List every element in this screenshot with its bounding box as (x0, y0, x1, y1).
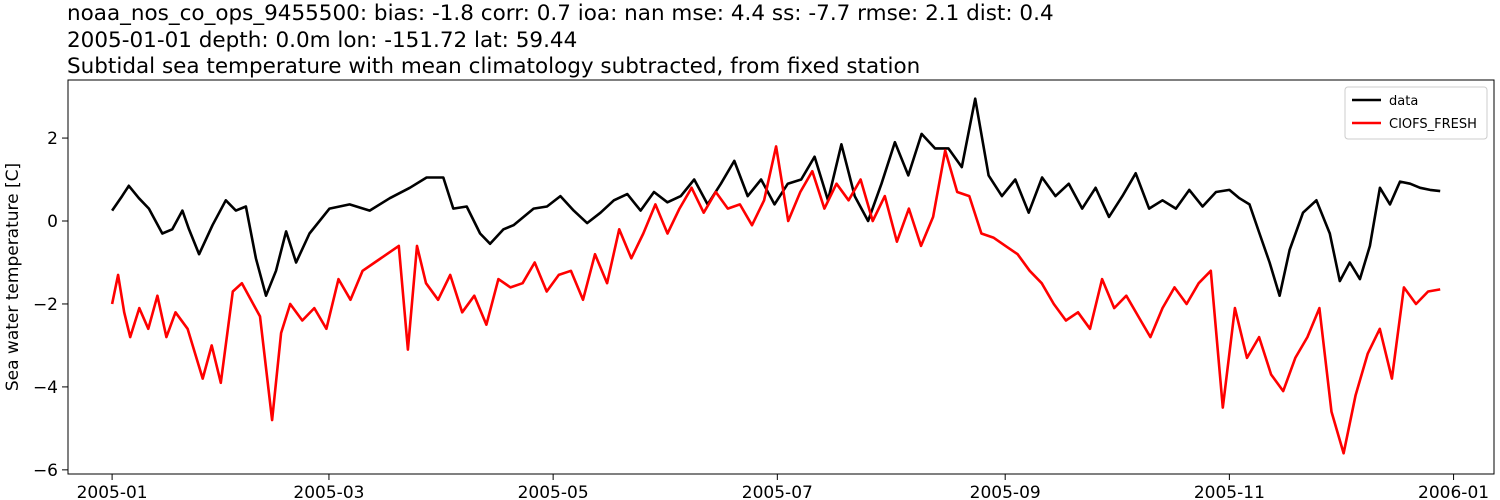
title-line-stats: noaa_nos_co_ops_9455500: bias: -1.8 corr… (67, 1, 1054, 26)
series-layer (110, 97, 1441, 455)
y-tick-label: −6 (33, 461, 58, 481)
y-tick-label: −4 (33, 378, 58, 398)
legend-label: CIOFS_FRESH (1389, 117, 1477, 132)
legend: data CIOFS_FRESH (1344, 86, 1488, 140)
legend-label: data (1389, 94, 1418, 109)
x-tick-label: 2005-07 (742, 483, 813, 500)
y-tick-label: 2 (47, 129, 58, 149)
y-tick-label: −2 (33, 295, 58, 315)
x-tick-label: 2006-01 (1418, 483, 1489, 500)
y-axis-label: Sea water temperature [C] (3, 163, 23, 391)
x-tick-label: 2005-01 (77, 483, 148, 500)
x-tick-label: 2005-09 (970, 483, 1041, 500)
x-tick-label: 2005-11 (1194, 483, 1265, 500)
title-line-station: 2005-01-01 depth: 0.0m lon: -151.72 lat:… (67, 27, 578, 53)
series-line-ciofs-fresh (110, 145, 1441, 455)
y-tick-label: 0 (47, 212, 58, 232)
x-tick-label: 2005-03 (293, 483, 364, 500)
x-tick-label: 2005-05 (518, 483, 589, 500)
chart-title: noaa_nos_co_ops_9455500: bias: -1.8 corr… (67, 1, 1054, 81)
title-line-description: Subtidal sea temperature with mean clima… (67, 54, 921, 79)
plot-frame (67, 79, 1495, 475)
y-axis: 2 0 −2 −4 −6 (33, 129, 68, 481)
x-axis: 2005-01 2005-03 2005-05 2005-07 2005-09 2005-… (77, 474, 1489, 500)
series-line-data (111, 97, 1441, 298)
